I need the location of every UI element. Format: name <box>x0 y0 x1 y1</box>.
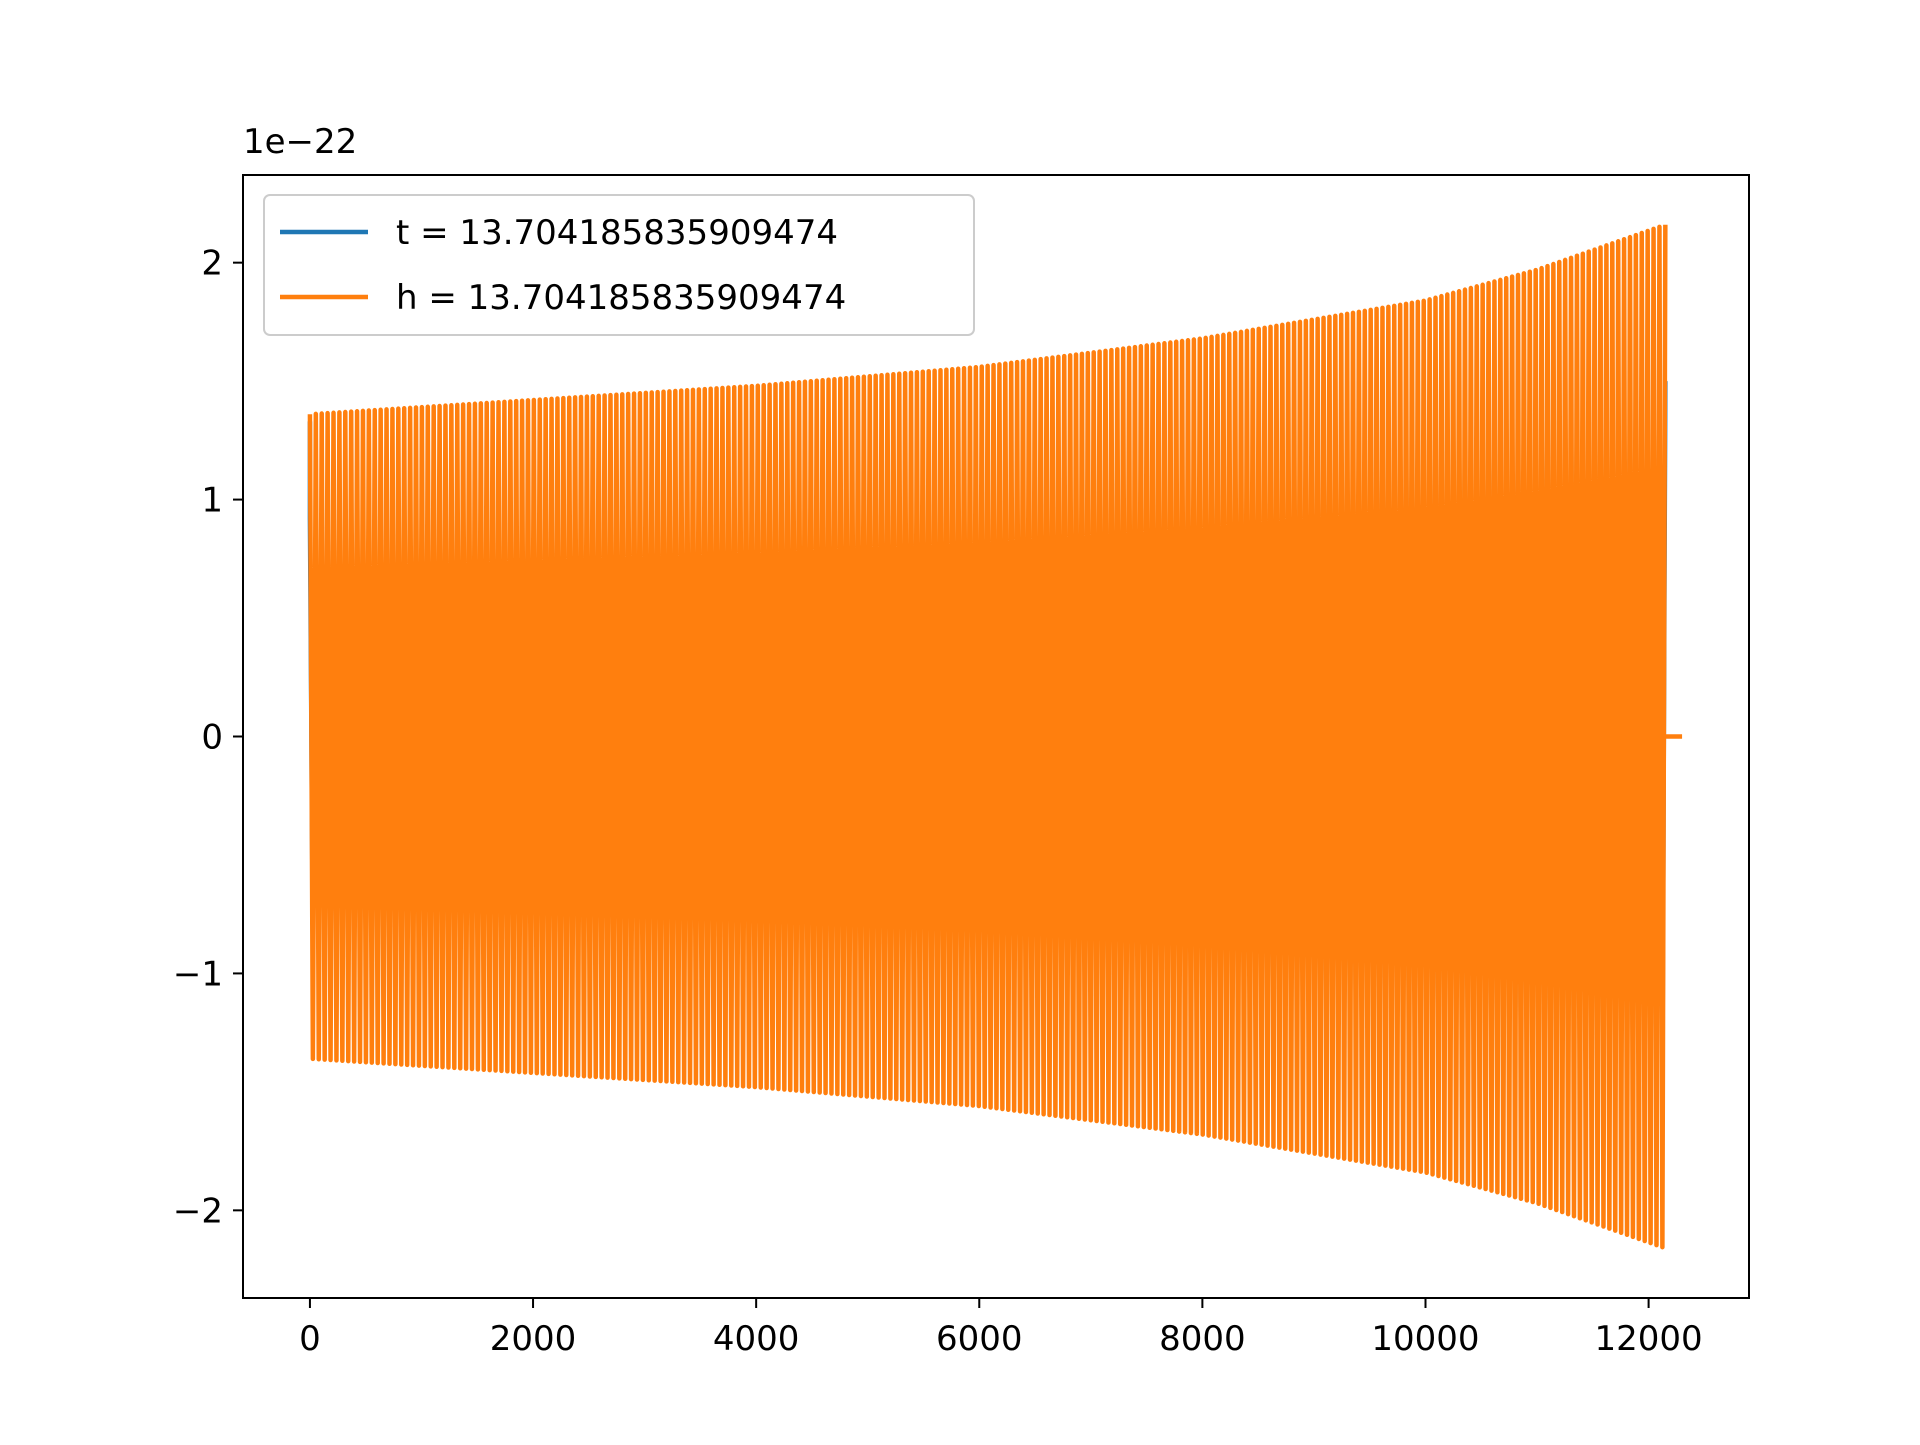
plot-area <box>307 224 1683 1250</box>
y-tick-label: −1 <box>173 954 223 994</box>
x-tick-label: 4000 <box>713 1319 800 1359</box>
y-tick-label: 0 <box>201 718 223 758</box>
legend-box <box>263 194 975 336</box>
y-axis: −2 −1 0 1 2 <box>173 244 243 1231</box>
x-tick-label: 6000 <box>936 1319 1023 1359</box>
x-tick-label: 12000 <box>1595 1319 1703 1359</box>
series-line-h <box>307 224 1668 1250</box>
x-tick-label: 10000 <box>1371 1319 1479 1359</box>
legend: t = 13.704185835909474 h = 13.70418583590… <box>263 194 975 336</box>
x-tick-label: 8000 <box>1159 1319 1246 1359</box>
y-tick-label: 2 <box>201 244 223 284</box>
x-tick-label: 2000 <box>490 1319 577 1359</box>
y-tick-label: 1 <box>201 481 223 521</box>
legend-label-t: t = 13.704185835909474 <box>396 213 838 253</box>
legend-label-h: h = 13.704185835909474 <box>396 278 846 318</box>
y-offset-label: 1e−22 <box>243 122 357 162</box>
y-tick-label: −2 <box>173 1191 223 1231</box>
x-tick-label: 0 <box>299 1319 321 1359</box>
x-axis: 0 2000 4000 6000 8000 10000 12000 <box>299 1298 1703 1359</box>
